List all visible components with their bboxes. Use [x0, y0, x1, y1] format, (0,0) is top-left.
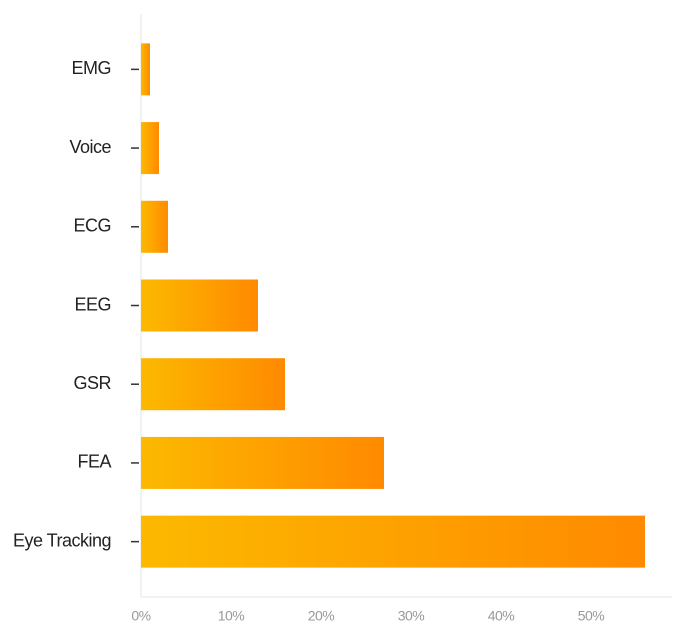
x-tick-label: 10%	[218, 608, 245, 624]
bar	[141, 200, 168, 253]
y-tick-label: Voice	[69, 137, 111, 157]
x-tick-label: 40%	[488, 608, 515, 624]
y-tick-label: EMG	[71, 58, 111, 78]
bar	[141, 436, 384, 489]
bar	[141, 358, 285, 411]
bar	[141, 43, 150, 96]
x-tick-label: 20%	[308, 608, 335, 624]
y-tick-label: ECG	[73, 216, 111, 236]
y-tick-label: GSR	[73, 373, 111, 393]
bar	[141, 122, 159, 175]
y-tick-label: Eye Tracking	[13, 530, 111, 550]
y-tick-label: EEG	[74, 294, 111, 314]
x-tick-label: 30%	[398, 608, 425, 624]
bar	[141, 279, 258, 332]
x-tick-label: 0%	[131, 608, 150, 624]
y-tick-label: FEA	[77, 452, 111, 472]
bar	[141, 515, 645, 568]
x-tick-label: 50%	[578, 608, 605, 624]
